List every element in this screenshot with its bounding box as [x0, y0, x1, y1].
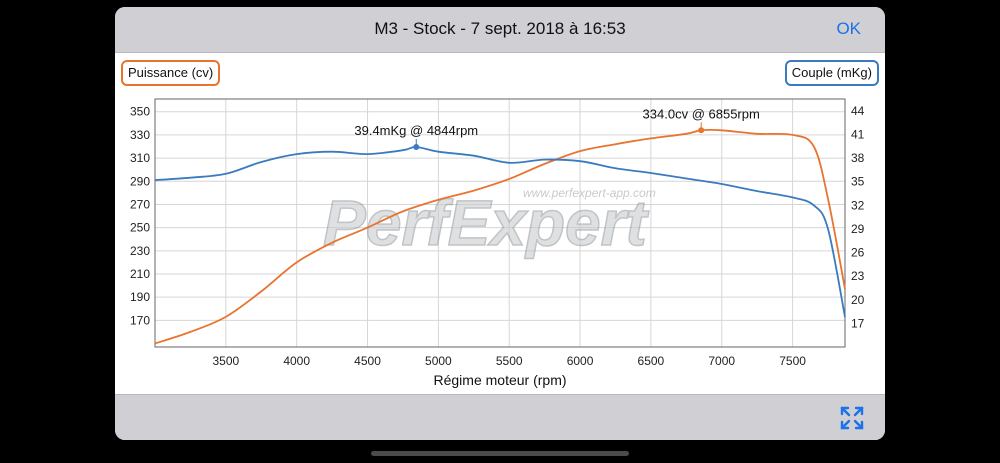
legend-power[interactable]: Puissance (cv) [121, 60, 221, 86]
x-tick-label: 5500 [496, 354, 523, 368]
page-title: M3 - Stock - 7 sept. 2018 à 16:53 [374, 19, 626, 38]
torque-curve [154, 146, 846, 318]
right-tick-label: 44 [851, 104, 865, 118]
ok-button[interactable]: OK [836, 19, 861, 38]
left-tick-label: 210 [130, 267, 150, 281]
legend-torque[interactable]: Couple (mKg) [784, 60, 879, 86]
watermark-brand: PerfExpert [323, 187, 649, 259]
left-tick-label: 230 [130, 244, 150, 258]
bottom-toolbar [115, 394, 885, 440]
x-tick-label: 7500 [779, 354, 806, 368]
left-tick-label: 350 [130, 105, 150, 119]
series-lines [154, 128, 846, 345]
right-tick-label: 38 [851, 151, 865, 165]
right-tick-label: 32 [851, 198, 865, 212]
right-tick-label: 26 [851, 246, 865, 260]
x-tick-label: 7000 [708, 354, 735, 368]
annotation-label: 39.4mKg @ 4844rpm [354, 123, 478, 138]
expand-icon[interactable] [839, 405, 865, 436]
right-tick-label: 35 [851, 175, 865, 189]
right-axis-ticks: 17 20 23 26 29 32 35 38 41 44 [851, 104, 865, 331]
left-tick-label: 270 [130, 197, 150, 211]
right-tick-label: 23 [851, 269, 865, 283]
title-bar: M3 - Stock - 7 sept. 2018 à 16:53 OK [115, 7, 885, 53]
right-tick-label: 41 [851, 127, 865, 141]
x-tick-label: 3500 [212, 354, 239, 368]
left-tick-label: 170 [130, 313, 150, 327]
right-tick-label: 17 [851, 316, 865, 330]
power-curve [154, 128, 846, 345]
x-axis-label: Régime moteur (rpm) [433, 372, 566, 388]
left-tick-label: 330 [130, 128, 150, 142]
left-tick-label: 190 [130, 290, 150, 304]
x-axis-ticks: 3500 4000 4500 5000 5500 6000 6500 7000 7500 [212, 354, 806, 368]
left-tick-label: 250 [130, 221, 150, 235]
chart-modal: M3 - Stock - 7 sept. 2018 à 16:53 OK www… [115, 7, 885, 440]
right-tick-label: 20 [851, 293, 865, 307]
plot-frame [154, 98, 846, 348]
annotation-point [413, 144, 420, 151]
watermark: www.perfexpert-app.com PerfExpert [322, 186, 656, 260]
right-tick-label: 29 [851, 222, 865, 236]
x-tick-label: 6500 [638, 354, 665, 368]
watermark-url: www.perfexpert-app.com [523, 186, 656, 200]
left-axis-ticks: 170 190 210 230 250 270 290 310 330 350 [130, 105, 150, 328]
left-tick-label: 290 [130, 174, 150, 188]
dyno-chart: www.perfexpert-app.com PerfExpert 170 190… [130, 98, 865, 388]
x-tick-label: 6000 [567, 354, 594, 368]
x-tick-label: 4500 [354, 354, 381, 368]
chart-grid [155, 99, 845, 347]
annotation-label: 334.0cv @ 6855rpm [643, 106, 760, 121]
left-tick-label: 310 [130, 151, 150, 165]
x-tick-label: 5000 [425, 354, 452, 368]
annotation-point [698, 127, 705, 134]
home-indicator [371, 451, 629, 456]
annotations: 39.4mKg @ 4844rpm 334.0cv @ 6855rpm [354, 106, 760, 151]
x-tick-label: 4000 [283, 354, 310, 368]
